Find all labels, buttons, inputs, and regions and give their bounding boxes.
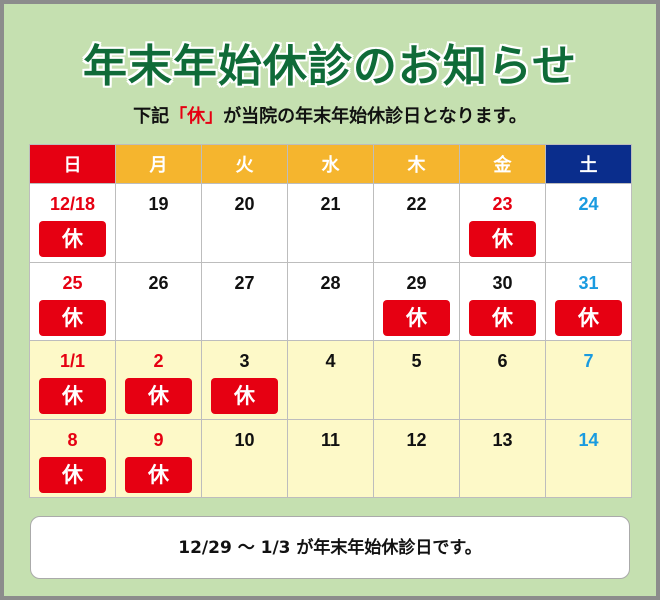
calendar-day-cell: 4: [287, 340, 374, 420]
calendar-day-cell: 23 休: [459, 183, 546, 263]
day-number: 27: [234, 272, 255, 293]
calendar-week-row: 8 休 9 休 10 11 12 13 14: [29, 418, 632, 498]
calendar-day-cell: 19: [115, 183, 202, 263]
subtitle: 下記「休」が当院の年末年始休診日となります。: [0, 102, 660, 128]
calendar-day-cell: 7: [545, 340, 632, 420]
calendar-day-cell: 31 休: [545, 261, 632, 341]
calendar-day-cell: 13: [459, 418, 546, 498]
calendar-day-cell: 22: [373, 183, 460, 263]
calendar-week-row: 12/18 休 19 20 21 22 23 休 24: [29, 183, 632, 263]
closed-badge: 休: [125, 378, 192, 414]
day-number: 30: [492, 272, 513, 293]
holiday-calendar: 日月火水木金土 12/18 休 19 20 21 22 23 休 24 25 休 26 27 28 29 休 3…: [29, 144, 632, 498]
calendar-day-cell: 5: [373, 340, 460, 420]
closed-badge: 休: [125, 456, 192, 493]
closed-badge: 休: [39, 299, 106, 336]
calendar-day-cell: 11: [287, 418, 374, 498]
weekday-header: 日: [29, 144, 116, 184]
calendar-day-cell: 12: [373, 418, 460, 498]
day-number: 4: [325, 351, 336, 371]
weekday-header: 土: [545, 144, 632, 184]
calendar-day-cell: 30 休: [459, 261, 546, 341]
closed-badge: 休: [469, 299, 536, 336]
day-number: 3: [239, 351, 250, 371]
calendar-day-cell: 14: [545, 418, 632, 498]
calendar-week-row: 25 休 26 27 28 29 休 30 休 31 休: [29, 261, 632, 341]
weekday-header: 月: [115, 144, 202, 184]
day-number: 7: [583, 351, 594, 371]
weekday-header: 水: [287, 144, 374, 184]
day-number: 1/1: [59, 351, 86, 371]
subtitle-pre: 下記: [133, 106, 170, 127]
day-number: 8: [67, 429, 78, 450]
day-number: 9: [153, 429, 164, 450]
day-number: 19: [148, 194, 169, 214]
calendar-week-row: 1/1 休 2 休 3 休 4 5 6 7: [29, 340, 632, 420]
day-number: 10: [234, 429, 255, 450]
calendar-day-cell: 28: [287, 261, 374, 341]
day-number: 12/18: [49, 194, 96, 214]
calendar-day-cell: 10: [201, 418, 288, 498]
day-number: 22: [406, 194, 427, 214]
calendar-day-cell: 6: [459, 340, 546, 420]
day-number: 29: [406, 272, 427, 293]
day-number: 24: [578, 194, 599, 214]
closed-badge: 休: [39, 456, 106, 493]
calendar-day-cell: 27: [201, 261, 288, 341]
day-number: 11: [320, 429, 341, 450]
subtitle-highlight: 「休」: [169, 106, 224, 127]
closed-badge: 休: [39, 221, 106, 257]
weekday-header-row: 日月火水木金土: [29, 144, 632, 184]
weekday-header: 火: [201, 144, 288, 184]
subtitle-post: が当院の年末年始休診日となります。: [223, 106, 527, 127]
calendar-day-cell: 1/1 休: [29, 340, 116, 420]
footer-note: 12/29 ～ 1/3 が年末年始休診日です。: [30, 516, 630, 579]
closed-badge: 休: [469, 221, 536, 257]
day-number: 21: [320, 194, 341, 214]
day-number: 12: [406, 429, 427, 450]
day-number: 6: [497, 351, 508, 371]
day-number: 25: [62, 272, 83, 293]
weekday-header: 金: [459, 144, 546, 184]
calendar-day-cell: 25 休: [29, 261, 116, 341]
weekday-header: 木: [373, 144, 460, 184]
day-number: 5: [411, 351, 422, 371]
page-title: 年末年始休診のお知らせ: [82, 41, 578, 92]
calendar-day-cell: 26: [115, 261, 202, 341]
calendar-day-cell: 24: [545, 183, 632, 263]
day-number: 13: [492, 429, 513, 450]
day-number: 2: [153, 351, 164, 371]
day-number: 28: [320, 272, 341, 293]
calendar-day-cell: 29 休: [373, 261, 460, 341]
day-number: 23: [492, 194, 513, 214]
day-number: 14: [578, 429, 599, 450]
calendar-day-cell: 20: [201, 183, 288, 263]
day-number: 26: [148, 272, 169, 293]
calendar-day-cell: 12/18 休: [29, 183, 116, 263]
closed-badge: 休: [39, 378, 106, 414]
closed-badge: 休: [211, 378, 278, 414]
closed-badge: 休: [383, 299, 450, 336]
calendar-day-cell: 21: [287, 183, 374, 263]
day-number: 31: [578, 272, 599, 293]
closed-badge: 休: [555, 299, 622, 336]
day-number: 20: [234, 194, 255, 214]
